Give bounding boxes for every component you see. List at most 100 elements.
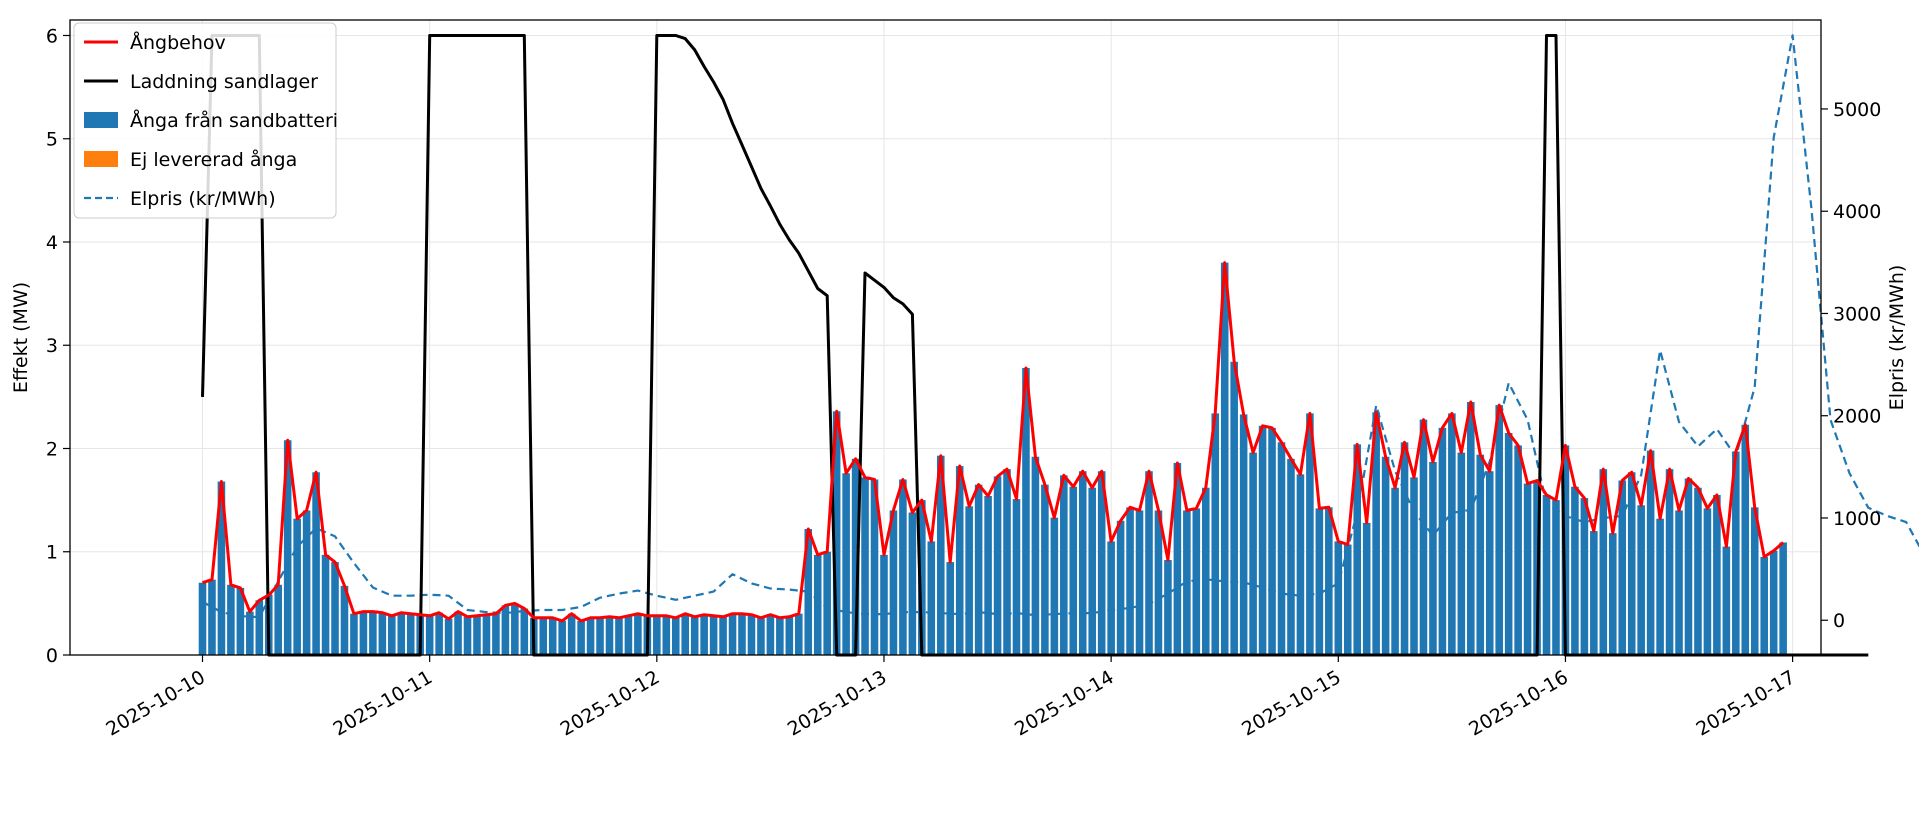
bar-steam-from-battery [454,611,462,655]
bar-steam-from-battery [700,614,708,655]
legend-marker-ej-levererad [84,151,118,167]
bar-steam-from-battery [615,617,623,655]
legend-label: Laddning sandlager [130,71,318,93]
bar-steam-from-battery [747,614,756,655]
bar-steam-from-battery [501,605,510,655]
bar-steam-from-battery [889,510,898,655]
bar-steam-from-battery [766,614,775,655]
bar-steam-from-battery [1041,484,1049,655]
bar-steam-from-battery [738,613,746,655]
bar-steam-from-battery [1542,494,1551,655]
bar-steam-from-battery [1154,510,1163,655]
bar-steam-from-battery [984,495,992,655]
bar-steam-from-battery [548,617,557,655]
bar-steam-from-battery [1145,471,1153,655]
bar-steam-from-battery [1703,508,1712,655]
bar-steam-from-battery [1438,427,1447,655]
bar-steam-from-battery [1372,412,1380,655]
bar-steam-from-battery [955,466,964,655]
legend-label: Elpris (kr/MWh) [130,188,276,210]
bar-steam-from-battery [776,617,784,655]
bar-steam-from-battery [1504,433,1513,655]
bar-steam-from-battery [870,479,879,655]
legend-entry: Ånga från sandbatteri [84,109,338,132]
bar-steam-from-battery [246,611,254,655]
bar-steam-from-battery [492,613,500,655]
bar-steam-from-battery [936,455,945,655]
bar-steam-from-battery [1571,486,1579,655]
bar-steam-from-battery [1646,450,1655,655]
bar-steam-from-battery [1419,419,1428,655]
bar-steam-from-battery [1211,413,1220,655]
y2-tick-label: 5000 [1833,99,1881,121]
bar-steam-from-battery [1164,560,1172,655]
bar-steam-from-battery [236,587,245,655]
bar-steam-from-battery [1627,472,1636,655]
bar-steam-from-battery [709,615,718,655]
bar-steam-from-battery [388,615,396,655]
bar-steam-from-battery [1287,458,1295,655]
bar-steam-from-battery [813,554,822,655]
bar-steam-from-battery [1078,471,1087,655]
legend-entry: Laddning sandlager [84,71,318,93]
bar-steam-from-battery [728,613,737,655]
bar-steam-from-battery [719,616,727,655]
y-tick-label: 1 [46,542,58,564]
bars [198,262,1787,655]
bar-steam-from-battery [1713,494,1721,655]
bar-steam-from-battery [993,476,1002,655]
bar-steam-from-battery [918,500,926,655]
bar-steam-from-battery [974,484,983,655]
bar-steam-from-battery [671,617,680,655]
bar-steam-from-battery [681,613,690,655]
y-tick-label: 2 [46,438,58,460]
bar-steam-from-battery [1325,507,1333,655]
bar-steam-from-battery [539,617,548,655]
bar-steam-from-battery [1694,487,1702,655]
bar-steam-from-battery [312,472,320,655]
bar-steam-from-battery [1514,445,1522,655]
bar-steam-from-battery [274,584,283,655]
bar-steam-from-battery [832,411,841,655]
legend-label: Ångbehov [130,31,226,54]
bar-steam-from-battery [1400,442,1409,655]
bar-steam-from-battery [1448,413,1456,655]
bar-steam-from-battery [1003,469,1011,655]
plot-frame [69,19,1822,656]
y2-tick-label: 0 [1833,610,1845,632]
bar-steam-from-battery [511,603,519,655]
bar-steam-from-battery [227,584,235,655]
y2-axis-label: Elpris (kr/MWh) [1886,265,1908,411]
bar-steam-from-battery [823,551,831,655]
bar-steam-from-battery [1088,487,1096,655]
bar-steam-from-battery [435,612,443,655]
bar-steam-from-battery [444,618,453,655]
y-tick-label: 4 [46,232,58,254]
legend-box [73,22,337,219]
bar-steam-from-battery [378,612,387,655]
bar-steam-from-battery [1732,451,1740,655]
bar-steam-from-battery [1750,507,1759,655]
y-axis-label: Effekt (MW) [10,282,32,393]
bar-steam-from-battery [1741,424,1750,655]
bar-steam-from-battery [1268,427,1276,655]
bar-steam-from-battery [1296,474,1305,655]
bar-steam-from-battery [690,616,699,655]
bar-steam-from-battery [302,510,311,655]
bar-steam-from-battery [1760,556,1768,655]
legend-entry: Elpris (kr/MWh) [84,188,276,210]
bar-steam-from-battery [208,579,216,655]
bar-steam-from-battery [1523,483,1532,655]
bar-steam-from-battery [662,615,671,655]
bar-steam-from-battery [331,562,339,655]
bar-steam-from-battery [1656,518,1664,655]
bar-steam-from-battery [1173,462,1182,655]
bar-steam-from-battery [1069,486,1078,655]
legend-entry: Ej levererad ånga [84,148,297,171]
bar-steam-from-battery [1097,471,1106,655]
bar-steam-from-battery [1599,469,1608,655]
bar-steam-from-battery [624,615,633,655]
bar-steam-from-battery [1277,442,1286,655]
bar-steam-from-battery [1552,500,1560,655]
